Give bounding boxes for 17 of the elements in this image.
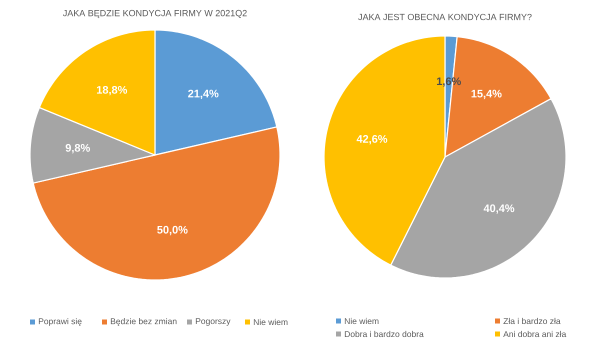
legend-label: Ani dobra ani zła <box>503 330 566 338</box>
legend-label: Nie wiem <box>254 318 288 326</box>
legend-label: Nie wiem <box>344 318 378 324</box>
data-label: 40,4% <box>484 204 514 214</box>
data-label: 50,0% <box>157 226 188 236</box>
data-label: 18,8% <box>96 86 128 96</box>
legend-label: Poprawi się <box>38 318 82 326</box>
legend-label: Będzie bez zmian <box>110 318 176 326</box>
legend-label: Zła i bardzo zła <box>503 318 561 324</box>
data-label: 42,6% <box>356 135 388 144</box>
data-label: 21,4% <box>188 90 219 100</box>
data-label: 9,8% <box>66 144 90 154</box>
chart-title: JAKA JEST OBECNA KONDYCJA FIRMY? <box>358 14 532 20</box>
chart-title: JAKA BĘDZIE KONDYCJA FIRMY W 2021Q2 <box>62 10 247 18</box>
data-label: 15,4% <box>472 90 502 100</box>
legend-label: Pogorszy <box>196 318 230 326</box>
legend-label: Dobra i bardzo dobra <box>344 330 424 338</box>
